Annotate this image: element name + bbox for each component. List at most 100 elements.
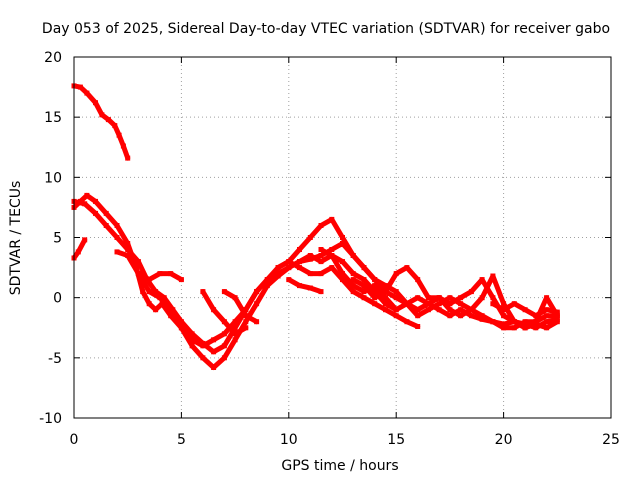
data-point (307, 256, 313, 262)
data-point (383, 289, 388, 295)
data-point (125, 155, 131, 161)
axis-ticks: 0 5 10 15 20 25 -10 -5 0 5 10 15 20 (39, 50, 620, 448)
series-track-12 (318, 247, 399, 313)
series-track-7 (200, 289, 249, 337)
data-point (318, 259, 324, 265)
data-point (221, 355, 227, 361)
data-point (511, 319, 517, 325)
data-point (318, 223, 324, 228)
data-point (447, 295, 453, 301)
series-track-6 (135, 271, 184, 283)
data-point (103, 210, 109, 216)
data-point (103, 223, 109, 228)
data-point (243, 313, 249, 319)
data-point (361, 295, 367, 301)
data-point (221, 331, 227, 337)
data-point (404, 265, 410, 271)
data-point (415, 277, 421, 283)
data-point (554, 316, 560, 322)
data-point (297, 259, 302, 265)
x-tick-label: 15 (387, 432, 405, 448)
data-point (116, 132, 122, 138)
data-point (114, 235, 120, 240)
data-point (350, 283, 356, 289)
data-point (168, 313, 174, 319)
data-point (178, 277, 184, 283)
data-point (140, 289, 146, 295)
plot-area (71, 83, 560, 370)
data-point (479, 295, 485, 301)
data-point (533, 319, 539, 325)
data-point (125, 247, 131, 252)
data-point (275, 273, 281, 279)
series-track-8 (221, 289, 260, 325)
data-point (146, 301, 152, 307)
data-point (286, 277, 292, 283)
data-point (511, 325, 517, 331)
data-point (105, 117, 111, 123)
data-point (232, 319, 238, 325)
data-point (286, 265, 292, 271)
data-point (82, 237, 88, 243)
data-point (458, 307, 464, 313)
data-point (157, 271, 163, 277)
data-point (533, 313, 539, 319)
data-point (468, 313, 474, 319)
data-point (372, 277, 378, 283)
data-point (554, 313, 560, 319)
data-point (329, 247, 335, 252)
data-point (361, 265, 367, 271)
y-tick-label: 10 (44, 170, 62, 186)
data-point (232, 337, 238, 343)
x-tick-label: 25 (602, 432, 620, 448)
series-trace (221, 289, 260, 325)
data-point (297, 265, 302, 271)
data-point (211, 349, 217, 355)
data-point (372, 295, 378, 301)
data-point (125, 241, 131, 246)
y-tick-label: 5 (53, 231, 62, 247)
data-point (544, 295, 550, 301)
data-point (372, 289, 378, 295)
data-point (189, 337, 195, 343)
data-point (211, 307, 217, 313)
data-point (307, 285, 313, 291)
x-axis-label: GPS time / hours (281, 458, 398, 474)
data-point (468, 307, 474, 313)
series-trace (200, 289, 249, 337)
series-trace (71, 83, 131, 161)
data-point (200, 355, 206, 361)
data-point (84, 192, 90, 198)
data-point (544, 325, 550, 331)
data-point (340, 277, 345, 283)
data-point (135, 271, 141, 277)
x-tick-label: 10 (280, 432, 298, 448)
data-point (114, 223, 120, 228)
data-point (93, 210, 98, 216)
data-point (329, 265, 335, 271)
data-point (393, 313, 399, 319)
data-point (544, 307, 550, 313)
data-point (82, 201, 88, 207)
data-point (383, 283, 388, 289)
data-point (112, 123, 118, 129)
data-point (340, 259, 345, 265)
data-point (501, 321, 507, 327)
data-point (329, 216, 335, 222)
data-point (425, 295, 431, 301)
data-point (490, 319, 496, 325)
data-point (189, 331, 195, 337)
y-axis-label: SDTVAR / TECUs (8, 181, 24, 296)
data-point (522, 321, 528, 327)
data-point (393, 295, 399, 301)
data-point (393, 271, 399, 277)
data-point (468, 289, 474, 295)
data-point (297, 247, 302, 252)
series-track-1 (71, 83, 131, 161)
data-point (522, 325, 528, 331)
y-tick-label: -5 (48, 351, 62, 367)
data-point (93, 100, 98, 106)
data-point (146, 277, 152, 283)
data-point (161, 295, 167, 301)
data-point (372, 283, 378, 289)
